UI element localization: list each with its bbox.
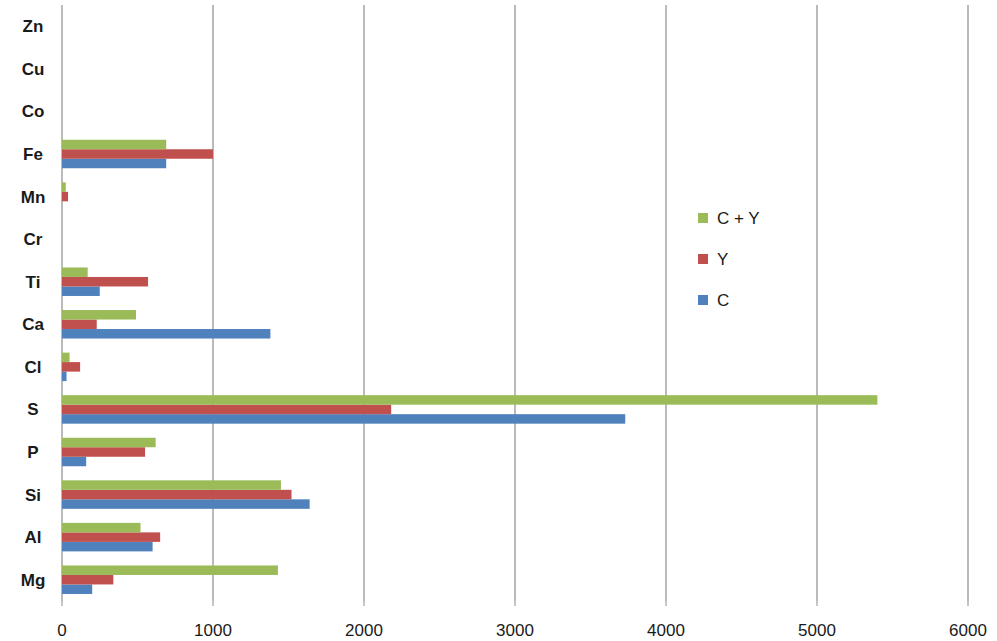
- bar: [62, 395, 877, 405]
- tick-mark: [515, 601, 516, 606]
- bar: [62, 438, 156, 448]
- bar: [62, 565, 278, 575]
- tick-mark: [364, 601, 365, 606]
- chart: 0 1000 2000 3000 4000 5000 6000 Mg Al Si P S Cl Ca Ti C…: [0, 0, 997, 641]
- bar: [62, 414, 625, 424]
- grid-line: [816, 5, 817, 601]
- grid-line: [363, 5, 364, 601]
- bar: [62, 225, 63, 235]
- bar: [62, 22, 63, 32]
- bar: [62, 372, 67, 382]
- bar: [62, 320, 97, 330]
- bar: [62, 234, 63, 244]
- grid-line: [665, 5, 666, 601]
- bar: [62, 107, 63, 117]
- legend-label: Y: [717, 250, 728, 269]
- tick-label: 1000: [194, 621, 232, 640]
- bar: [62, 310, 136, 320]
- grid-line: [967, 5, 968, 601]
- bars: [62, 140, 877, 594]
- bar: [62, 74, 63, 84]
- bar: [62, 532, 160, 542]
- bar: [62, 405, 391, 415]
- bar: [62, 480, 281, 490]
- category-label: Al: [25, 528, 42, 547]
- grid-line: [212, 5, 213, 601]
- category-label: Mn: [21, 188, 46, 207]
- tick-label: 0: [57, 621, 66, 640]
- tick-label: 5000: [798, 621, 836, 640]
- bar: [62, 277, 148, 287]
- category-label: Cu: [22, 60, 45, 79]
- bar: [62, 584, 92, 594]
- grid: [62, 5, 968, 606]
- legend-swatch: [698, 254, 708, 264]
- category-label: Zn: [23, 17, 44, 36]
- bar: [62, 140, 166, 150]
- bar: [62, 362, 80, 372]
- tick-label: 3000: [496, 621, 534, 640]
- category-label: Cl: [25, 358, 42, 377]
- bar: [62, 542, 153, 552]
- legend-swatch: [698, 213, 708, 223]
- bar: [62, 575, 113, 585]
- tick-label: 6000: [949, 621, 987, 640]
- bar: [62, 490, 292, 500]
- category-label: S: [27, 400, 38, 419]
- grid-line: [61, 5, 62, 601]
- bar: [62, 12, 63, 21]
- chart-container: 0 1000 2000 3000 4000 5000 6000 Mg Al Si P S Cl Ca Ti C…: [0, 0, 997, 641]
- bar: [62, 116, 63, 126]
- bar: [62, 244, 63, 254]
- legend-label: C + Y: [717, 209, 760, 228]
- bar: [62, 353, 70, 363]
- bar: [62, 523, 141, 533]
- bar: [62, 329, 270, 339]
- bar: [62, 201, 63, 211]
- tick-mark: [817, 601, 818, 606]
- bar: [62, 286, 100, 296]
- category-label: Fe: [23, 145, 43, 164]
- tick-label: 2000: [345, 621, 383, 640]
- category-label: Co: [22, 102, 45, 121]
- grid-line: [514, 5, 515, 601]
- bar: [62, 64, 63, 74]
- category-label: P: [27, 443, 38, 462]
- legend: C + Y Y C: [698, 209, 760, 310]
- tick-mark: [666, 601, 667, 606]
- bar: [62, 159, 166, 169]
- bar: [62, 31, 63, 40]
- legend-label: C: [717, 291, 729, 310]
- bar: [62, 499, 310, 509]
- bar: [62, 55, 63, 65]
- tick-mark: [62, 601, 63, 606]
- tick-mark: [213, 601, 214, 606]
- bar: [62, 447, 145, 457]
- category-label: Ca: [22, 315, 44, 334]
- bar: [62, 267, 88, 277]
- bar: [62, 457, 86, 467]
- category-label: Si: [25, 486, 41, 505]
- bar: [62, 97, 63, 107]
- legend-swatch: [698, 295, 708, 305]
- category-label: Cr: [24, 230, 43, 249]
- tick-mark: [968, 601, 969, 606]
- bar: [62, 149, 213, 159]
- tick-label: 4000: [647, 621, 685, 640]
- category-label: Ti: [26, 273, 41, 292]
- category-label: Mg: [21, 571, 46, 590]
- bar: [62, 182, 66, 192]
- bar: [62, 192, 68, 202]
